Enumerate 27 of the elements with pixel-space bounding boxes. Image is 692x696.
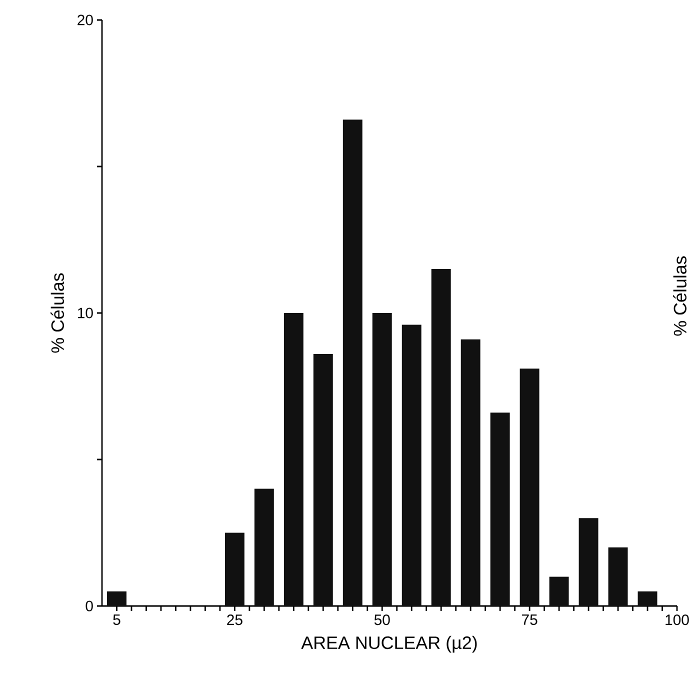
bar bbox=[254, 488, 274, 606]
bar bbox=[578, 518, 598, 606]
y-tick-label: 20 bbox=[78, 14, 93, 26]
bar bbox=[490, 412, 510, 606]
bar bbox=[107, 591, 126, 606]
bar bbox=[431, 269, 451, 606]
bar bbox=[372, 312, 392, 606]
y-axis-title: % Células bbox=[50, 273, 64, 353]
x-tick-label: 100 bbox=[666, 614, 689, 626]
x-tick-label: 75 bbox=[522, 614, 538, 625]
x-tick-label: 50 bbox=[374, 614, 390, 626]
bar bbox=[520, 368, 540, 606]
bar bbox=[549, 576, 569, 606]
bar bbox=[638, 591, 658, 606]
x-axis-title: AREA NUCLEAR (µ2) bbox=[301, 636, 477, 653]
bar bbox=[224, 532, 244, 606]
y-tick-label: 0 bbox=[86, 600, 93, 612]
x-tick-label: 5 bbox=[113, 614, 120, 625]
annotation: % Células bbox=[673, 256, 686, 336]
bar bbox=[284, 312, 304, 606]
bar bbox=[460, 339, 480, 606]
bar bbox=[342, 120, 362, 606]
bar bbox=[313, 354, 333, 606]
y-tick-label: 10 bbox=[78, 308, 93, 318]
bar bbox=[608, 547, 628, 606]
bar bbox=[402, 324, 422, 606]
x-tick-label: 25 bbox=[227, 614, 242, 626]
